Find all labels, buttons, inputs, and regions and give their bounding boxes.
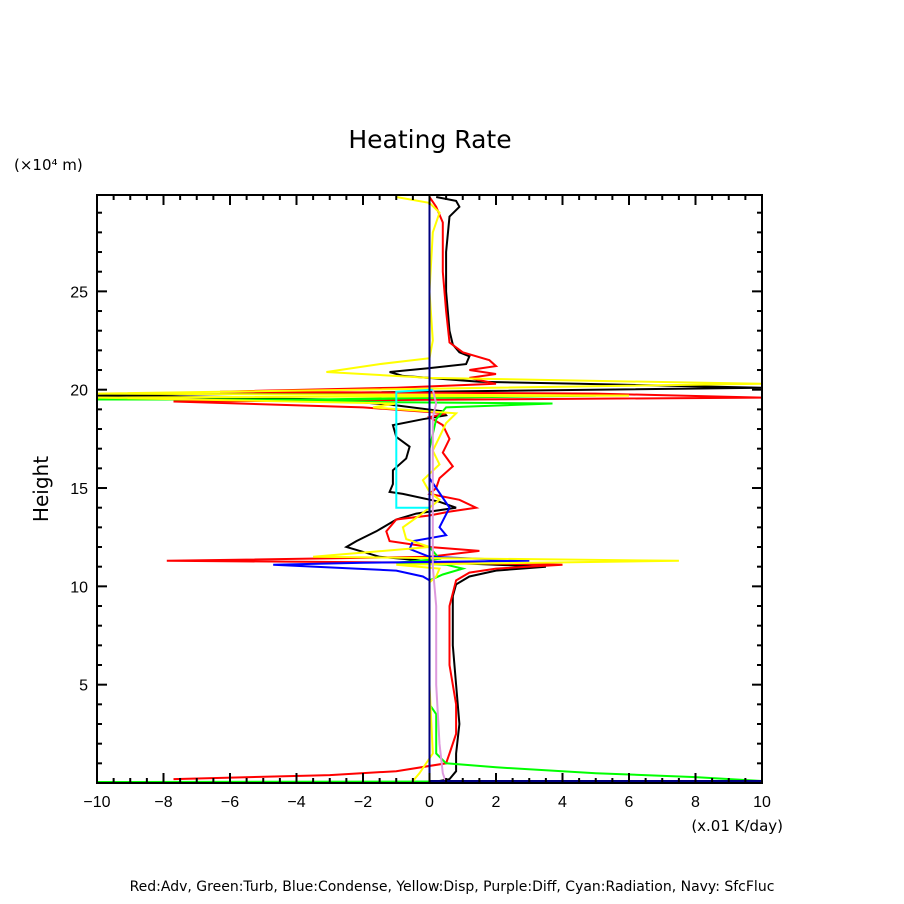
x-tick-label: −6 xyxy=(221,794,239,811)
series-line-condense xyxy=(273,477,530,582)
series-line-sfcfluc xyxy=(428,195,762,782)
series-line-total xyxy=(97,196,762,782)
axes-layer xyxy=(96,194,763,784)
x-tick-label: 4 xyxy=(558,794,567,811)
x-tick-label: −2 xyxy=(354,794,372,811)
y-axis-label: Height xyxy=(29,456,53,522)
legend-caption: Red:Adv, Green:Turb, Blue:Condense, Yell… xyxy=(130,879,775,895)
x-tick-label: 0 xyxy=(425,794,434,811)
y-tick-label: 5 xyxy=(79,678,88,695)
y-tick-label: 15 xyxy=(70,481,88,498)
x-axis-label: (x.01 K/day) xyxy=(691,817,783,835)
x-tick-label: 8 xyxy=(691,794,700,811)
chart-title: Heating Rate xyxy=(348,125,511,154)
x-tick-label: −10 xyxy=(83,794,110,811)
x-tick-label: 2 xyxy=(492,794,501,811)
y-tick-label: 20 xyxy=(70,383,88,400)
x-tick-label: −8 xyxy=(154,794,172,811)
series-line-diff xyxy=(431,389,448,783)
y-tick-label: 25 xyxy=(70,284,88,301)
series-line-radiation xyxy=(395,388,433,509)
y-unit-label: (×10⁴ m) xyxy=(14,156,83,174)
x-tick-label: 6 xyxy=(625,794,634,811)
series-line-adv xyxy=(166,196,762,781)
x-tick-label: −4 xyxy=(287,794,305,811)
y-tick-label: 10 xyxy=(70,579,88,596)
x-tick-label: 10 xyxy=(753,794,771,811)
tick-labels: −10 −8 −6 −4 −2 0 2 4 6 8 10 5 10 15 20 25 xyxy=(70,284,771,811)
series-layer xyxy=(97,195,762,783)
